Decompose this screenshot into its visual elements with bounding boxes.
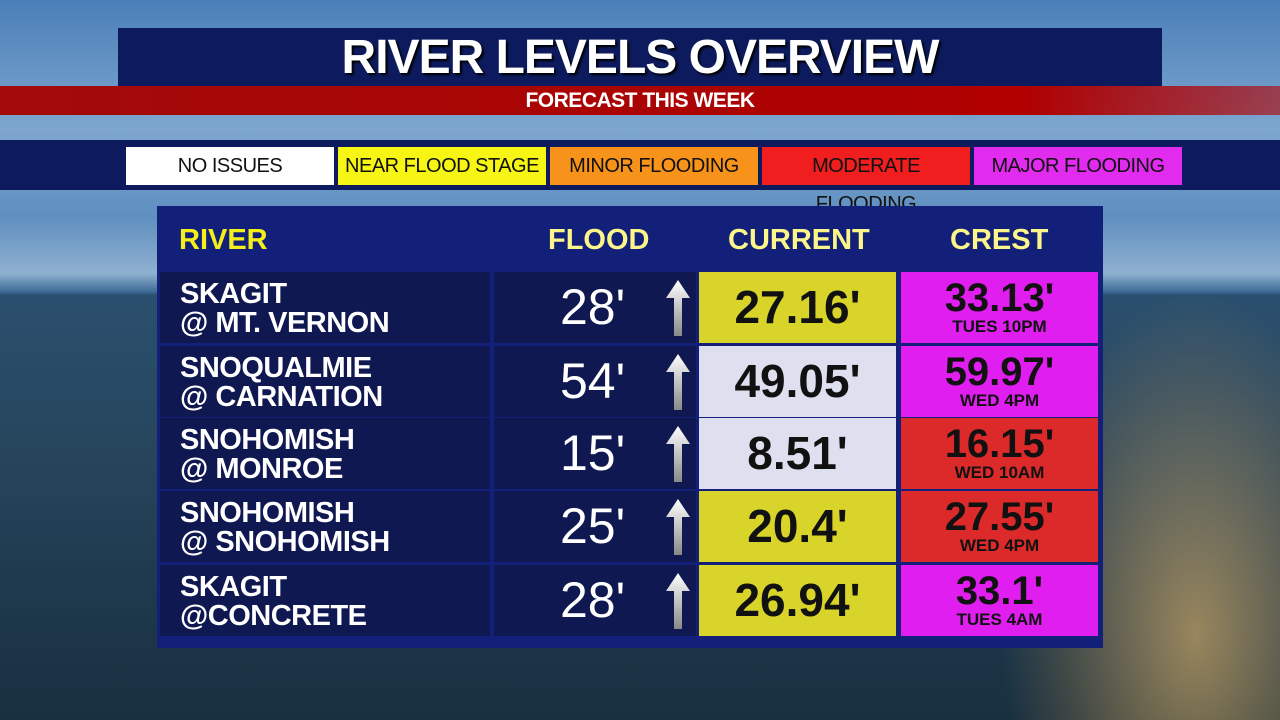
flood-stage: 15'	[494, 418, 696, 489]
arrow-up-icon	[666, 354, 690, 410]
header-flood: FLOOD	[548, 224, 650, 256]
flood-stage-value: 54'	[560, 353, 626, 409]
crest-level: 16.15'	[944, 422, 1055, 466]
legend-no-issues: NO ISSUES	[126, 147, 334, 185]
river-name-line1: SKAGIT	[180, 278, 287, 310]
current-level: 26.94'	[699, 565, 896, 636]
crest-cell: 33.1' TUES 4AM	[901, 565, 1098, 636]
river-name-line2: @ CARNATION	[180, 381, 383, 413]
flood-stage-value: 28'	[560, 572, 626, 628]
legend-near-flood-stage: NEAR FLOOD STAGE	[338, 147, 546, 185]
river-name: SKAGIT @CONCRETE	[160, 565, 490, 636]
flood-stage-value: 25'	[560, 498, 626, 554]
arrow-up-icon	[666, 573, 690, 629]
river-name: SNOQUALMIE @ CARNATION	[160, 346, 490, 417]
crest-time: TUES 10PM	[952, 317, 1047, 336]
flood-stage-value: 15'	[560, 425, 626, 481]
crest-cell: 27.55' WED 4PM	[901, 491, 1098, 562]
crest-level: 59.97'	[944, 350, 1055, 394]
crest-cell: 16.15' WED 10AM	[901, 418, 1098, 489]
river-name-line2: @CONCRETE	[180, 600, 367, 632]
river-name-line1: SNOHOMISH	[180, 424, 355, 456]
current-level: 8.51'	[699, 418, 896, 489]
arrow-up-icon	[666, 499, 690, 555]
arrow-up-icon	[666, 280, 690, 336]
crest-cell: 33.13' TUES 10PM	[901, 272, 1098, 343]
river-name: SNOHOMISH @ SNOHOMISH	[160, 491, 490, 562]
river-name: SKAGIT @ MT. VERNON	[160, 272, 490, 343]
crest-level: 33.13'	[944, 276, 1055, 320]
flood-stage: 28'	[494, 565, 696, 636]
river-name-line2: @ MT. VERNON	[180, 307, 390, 339]
river-table: RIVER FLOOD CURRENT CREST SKAGIT @ MT. V…	[157, 206, 1103, 648]
river-name-line1: SNOHOMISH	[180, 497, 355, 529]
flood-stage: 25'	[494, 491, 696, 562]
legend-moderate-flooding: MODERATE FLOODING	[762, 147, 970, 215]
river-name-line1: SKAGIT	[180, 571, 287, 603]
current-level: 27.16'	[699, 272, 896, 343]
crest-level: 27.55'	[944, 495, 1055, 539]
crest-time: WED 4PM	[959, 536, 1040, 555]
river-name: SNOHOMISH @ MONROE	[160, 418, 490, 489]
flood-stage-value: 28'	[560, 279, 626, 335]
current-level: 49.05'	[699, 346, 896, 417]
crest-level: 33.1'	[955, 569, 1044, 613]
river-name-line2: @ SNOHOMISH	[180, 526, 390, 558]
arrow-up-icon	[666, 426, 690, 482]
crest-time: WED 4PM	[959, 391, 1040, 410]
crest-time: WED 10AM	[954, 463, 1045, 482]
header-river: RIVER	[179, 224, 268, 256]
page-title: RIVER LEVELS OVERVIEW	[118, 28, 1162, 86]
flood-stage: 54'	[494, 346, 696, 417]
flood-stage: 28'	[494, 272, 696, 343]
crest-cell: 59.97' WED 4PM	[901, 346, 1098, 417]
page-subtitle: FORECAST THIS WEEK	[0, 86, 1280, 115]
crest-time: TUES 4AM	[956, 610, 1043, 629]
river-name-line2: @ MONROE	[180, 453, 343, 485]
current-level: 20.4'	[699, 491, 896, 562]
header-crest: CREST	[950, 224, 1049, 256]
legend: NO ISSUES NEAR FLOOD STAGE MINOR FLOODIN…	[0, 140, 1280, 215]
legend-major-flooding: MAJOR FLOODING	[974, 147, 1182, 185]
legend-minor-flooding: MINOR FLOODING	[550, 147, 758, 185]
river-name-line1: SNOQUALMIE	[180, 352, 372, 384]
header-current: CURRENT	[728, 224, 870, 256]
